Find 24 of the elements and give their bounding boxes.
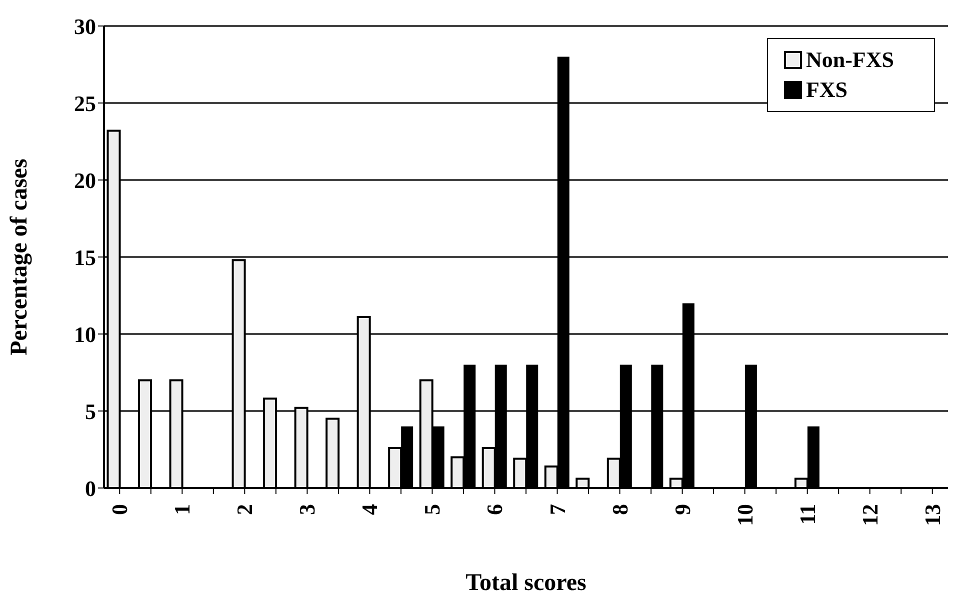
x-tick-label: 3 — [294, 504, 320, 515]
x-tick-label: 11 — [794, 504, 820, 525]
x-tick-label: 1 — [170, 504, 195, 515]
y-tick-label: 25 — [74, 90, 96, 116]
x-tick-label: 2 — [232, 504, 258, 515]
x-tick-label: 0 — [107, 504, 132, 515]
x-tick-label: 7 — [544, 504, 570, 515]
y-tick-label: 20 — [74, 168, 96, 193]
x-tick-label: 12 — [857, 504, 882, 526]
x-tick-label: 5 — [420, 504, 445, 515]
x-tick-label: 9 — [670, 504, 695, 515]
legend-label: FXS — [806, 76, 848, 104]
y-axis-title: Percentage of cases — [6, 158, 33, 356]
y-tick-label: 15 — [74, 244, 96, 270]
x-tick-label: 10 — [732, 504, 758, 526]
x-tick-label: 4 — [357, 504, 382, 515]
y-tick-label: 30 — [74, 14, 96, 39]
x-axis-title: Total scores — [466, 570, 586, 596]
y-tick-label: 10 — [74, 322, 96, 347]
x-tick-label: 13 — [920, 504, 945, 526]
legend-label: Non-FXS — [806, 46, 894, 74]
x-tick-label: 6 — [482, 504, 508, 515]
x-tick-label: 8 — [607, 504, 632, 515]
y-tick-label: 5 — [85, 398, 96, 424]
